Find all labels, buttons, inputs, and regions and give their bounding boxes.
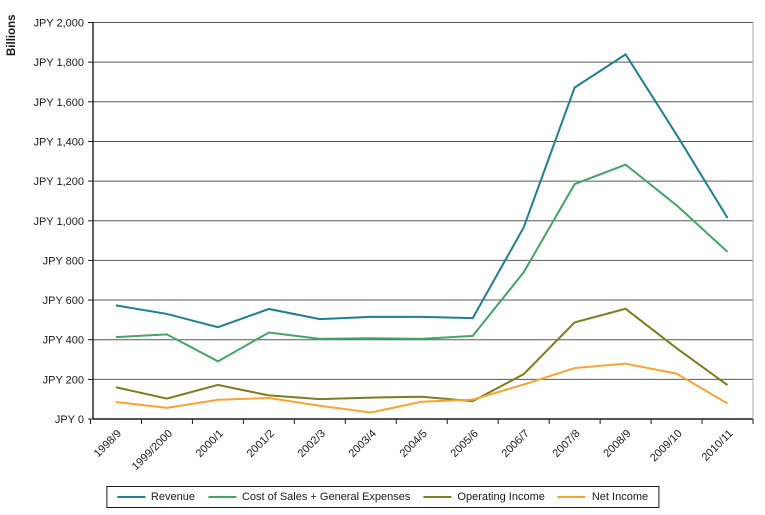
legend-label: Net Income: [591, 491, 649, 503]
x-tick-label: 2003/4: [347, 428, 379, 460]
data-series: [115, 53, 729, 414]
series-line-revenue: [115, 53, 729, 329]
line-chart: JPY 0 JPY 200 JPY 400 JPY 600 JPY 800 JPY 1,0…: [6, 14, 754, 473]
x-tick-label: 1999/2000: [130, 428, 175, 473]
series-line-operating-income: [115, 307, 729, 403]
y-tick-label: JPY 600: [43, 295, 84, 307]
legend-line-swatch: [423, 496, 452, 498]
legend-label: Cost of Sales + General Expenses: [241, 491, 411, 503]
y-tick-label: JPY 1,600: [33, 97, 84, 109]
y-axis-unit-label: Billions: [6, 14, 18, 56]
x-tick-label: 2005/6: [449, 428, 481, 460]
x-tick-label: 2009/10: [648, 428, 685, 465]
y-tick-label: JPY 1,200: [33, 176, 84, 188]
y-tick-label: JPY 1,800: [33, 57, 84, 69]
legend-item-cost-of-sales-general-expenses: Cost of Sales + General Expenses: [207, 491, 411, 503]
legend-item-operating-income: Operating Income: [423, 491, 545, 503]
x-tick-label: 2007/8: [550, 428, 582, 460]
x-tick-label: 2010/11: [700, 428, 736, 464]
y-tick-label: JPY 2,000: [33, 18, 84, 30]
legend-label: Revenue: [150, 491, 195, 503]
legend-item-net-income: Net Income: [557, 491, 649, 503]
legend-line-swatch: [557, 496, 586, 498]
x-tick-label: 2004/5: [398, 428, 430, 460]
y-tick-label: JPY 400: [43, 335, 84, 347]
x-tick-label: 1998/9: [92, 428, 124, 460]
x-tick-label: 2001/2: [245, 428, 277, 460]
x-tick-label: 2008/9: [601, 428, 633, 460]
chart-legend: Revenue Cost of Sales + General Expenses O…: [105, 486, 660, 508]
y-tick-label: JPY 0: [55, 414, 84, 426]
series-line-cost-of-sales-general-expenses: [115, 163, 729, 363]
gridlines: [93, 22, 753, 380]
y-tick-label: JPY 800: [43, 255, 84, 267]
axes: [88, 22, 754, 424]
legend-line-swatch: [207, 496, 236, 498]
legend-item-revenue: Revenue: [116, 491, 195, 503]
legend-label: Operating Income: [457, 491, 545, 503]
series-line-net-income: [115, 362, 729, 414]
legend-line-swatch: [116, 496, 145, 498]
x-tick-label: 2006/7: [500, 428, 532, 460]
x-tick-label: 2002/3: [296, 428, 328, 460]
y-tick-label: JPY 200: [43, 374, 84, 386]
y-tick-label: JPY 1,000: [33, 216, 84, 228]
x-tick-label: 2000/1: [194, 428, 226, 460]
y-tick-label: JPY 1,400: [33, 136, 84, 148]
